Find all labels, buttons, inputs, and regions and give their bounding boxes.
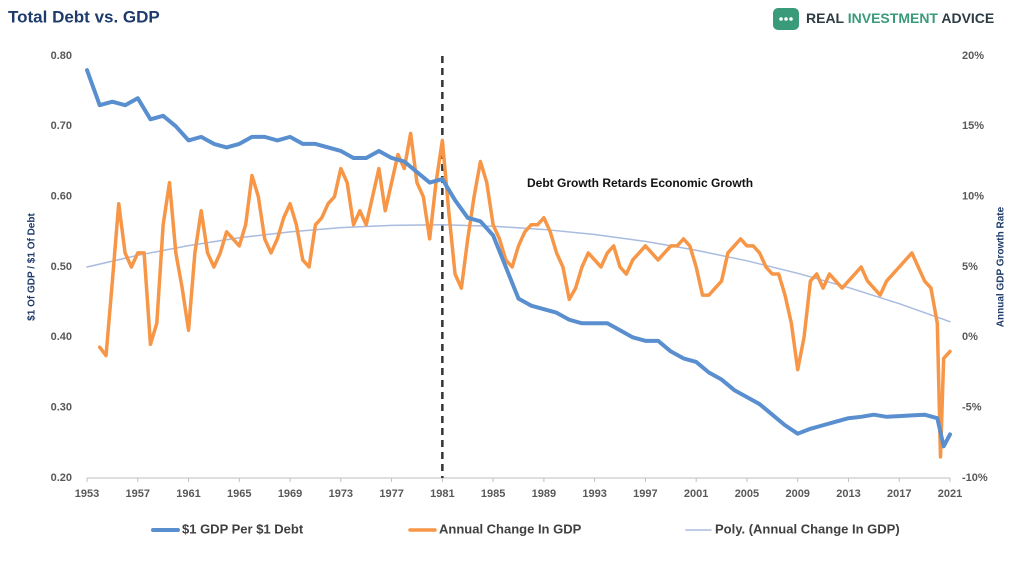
y2-tick-label: -10% <box>962 472 988 484</box>
logo-word: INVESTMENT <box>848 10 939 26</box>
y2-tick-label: 10% <box>962 191 984 203</box>
y2-tick-label: 15% <box>962 120 984 132</box>
annotation: Debt Growth Retards Economic Growth <box>527 176 753 190</box>
x-tick-label: 1973 <box>329 488 353 500</box>
x-tick-label: 1981 <box>430 488 454 500</box>
logo-text: REAL INVESTMENT ADVICE <box>806 10 994 26</box>
series-line <box>97 131 952 459</box>
x-tick-label: 1969 <box>278 488 302 500</box>
x-tick-label: 1985 <box>481 488 505 500</box>
x-tick-label: 1989 <box>532 488 556 500</box>
logo-dot <box>779 17 783 21</box>
x-tick-label: 2009 <box>785 488 809 500</box>
legend-label: Poly. (Annual Change In GDP) <box>715 521 900 536</box>
series-line <box>85 68 952 449</box>
y2-tick-label: 5% <box>962 261 978 273</box>
x-tick-label: 1953 <box>75 488 99 500</box>
x-tick-label: 2005 <box>735 488 759 500</box>
y2-axis-label: Annual GDP Growth Rate <box>996 206 1007 327</box>
logo-word: ADVICE <box>941 10 994 26</box>
logo-word: REAL <box>806 10 845 26</box>
y2-tick-label: -5% <box>962 402 982 414</box>
logo-dot <box>789 17 793 21</box>
y-tick-label: 0.30 <box>51 402 72 414</box>
x-tick-label: 1993 <box>582 488 606 500</box>
x-tick-label: 1957 <box>126 488 150 500</box>
chart-title: Total Debt vs. GDP <box>8 7 160 26</box>
x-tick-label: 1977 <box>379 488 403 500</box>
y-tick-label: 0.20 <box>51 472 72 484</box>
x-tick-label: 2017 <box>887 488 911 500</box>
x-tick-label: 2001 <box>684 488 708 500</box>
y-tick-label: 0.50 <box>51 261 72 273</box>
logo: REAL INVESTMENT ADVICE <box>773 8 994 30</box>
x-tick-label: 1965 <box>227 488 251 500</box>
y2-tick-label: 20% <box>962 50 984 62</box>
x-tick-label: 1997 <box>633 488 657 500</box>
series-line <box>86 224 951 323</box>
x-tick-label: 1961 <box>176 488 200 500</box>
y-tick-label: 0.40 <box>51 331 72 343</box>
y-tick-label: 0.70 <box>51 120 72 132</box>
logo-dot <box>784 17 788 21</box>
y-axis-label: $1 Of GDP / $1 Of Debt <box>27 213 38 321</box>
y2-tick-label: 0% <box>962 331 978 343</box>
x-tick-label: 2021 <box>938 488 962 500</box>
legend-label: $1 GDP Per $1 Debt <box>182 521 304 536</box>
y-tick-label: 0.60 <box>51 191 72 203</box>
x-tick-label: 2013 <box>836 488 860 500</box>
legend-label: Annual Change In GDP <box>439 521 582 536</box>
y-tick-label: 0.80 <box>51 50 72 62</box>
